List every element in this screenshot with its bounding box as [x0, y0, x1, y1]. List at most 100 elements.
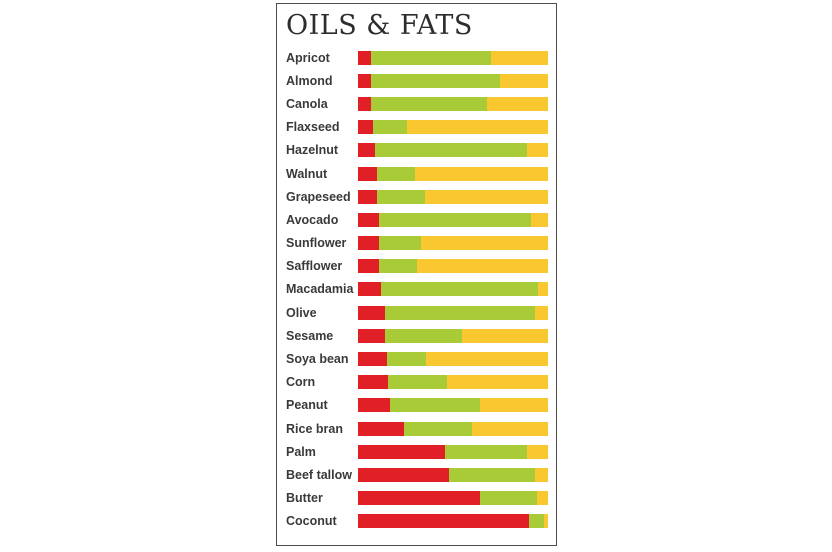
red-segment	[358, 282, 381, 297]
bar-label: Walnut	[286, 166, 328, 181]
stacked-bar	[358, 421, 548, 436]
stacked-bar	[358, 282, 548, 297]
stacked-bar	[358, 189, 548, 204]
green-segment	[378, 236, 421, 251]
yellow-segment	[416, 259, 548, 274]
yellow-segment	[447, 375, 548, 390]
green-segment	[386, 352, 427, 367]
yellow-segment	[426, 352, 548, 367]
chart-row: Canola	[277, 92, 556, 115]
red-segment	[358, 444, 446, 459]
stacked-bar	[358, 96, 548, 111]
bar-label: Coconut	[286, 514, 337, 529]
green-segment	[384, 328, 463, 343]
green-segment	[445, 444, 528, 459]
chart-row: Palm	[277, 440, 556, 463]
stacked-bar	[358, 467, 548, 482]
red-segment	[358, 96, 372, 111]
red-segment	[358, 398, 391, 413]
stacked-bar	[358, 120, 548, 135]
bar-rows-container: Apricot Almond Canola Flaxseed Hazelnut Walnu…	[277, 46, 556, 533]
chart-row: Safflower	[277, 255, 556, 278]
yellow-segment	[500, 73, 548, 88]
chart-row: Soya bean	[277, 347, 556, 370]
chart-row: Sesame	[277, 324, 556, 347]
yellow-segment	[487, 96, 548, 111]
green-segment	[529, 514, 545, 529]
green-segment	[377, 166, 415, 181]
yellow-segment	[415, 166, 548, 181]
chart-panel: OILS & FATS Apricot Almond Canola Flaxseed H…	[276, 3, 557, 546]
yellow-segment	[534, 305, 548, 320]
green-segment	[377, 189, 425, 204]
stacked-bar	[358, 398, 548, 413]
yellow-segment	[527, 444, 548, 459]
stacked-bar	[358, 305, 548, 320]
bar-label: Macadamia	[286, 282, 354, 297]
bar-label: Almond	[286, 73, 333, 88]
chart-row: Grapeseed	[277, 185, 556, 208]
stacked-bar	[358, 236, 548, 251]
yellow-segment	[534, 467, 548, 482]
stacked-bar	[358, 212, 548, 227]
yellow-segment	[538, 282, 548, 297]
yellow-segment	[527, 143, 548, 158]
yellow-segment	[471, 421, 548, 436]
green-segment	[378, 212, 531, 227]
red-segment	[358, 236, 379, 251]
red-segment	[358, 305, 385, 320]
bar-label: Palm	[286, 444, 316, 459]
bar-label: Apricot	[286, 50, 330, 65]
chart-row: Avocado	[277, 208, 556, 231]
bar-label: Grapeseed	[286, 189, 351, 204]
bar-label: Butter	[286, 491, 323, 506]
green-segment	[375, 143, 528, 158]
stacked-bar	[358, 375, 548, 390]
yellow-segment	[490, 50, 548, 65]
stacked-bar	[358, 444, 548, 459]
chart-row: Corn	[277, 371, 556, 394]
red-segment	[358, 120, 374, 135]
green-segment	[371, 96, 488, 111]
green-segment	[378, 259, 417, 274]
bar-label: Canola	[286, 96, 328, 111]
bar-label: Hazelnut	[286, 143, 339, 158]
chart-row: Rice bran	[277, 417, 556, 440]
bar-label: Safflower	[286, 259, 343, 274]
red-segment	[358, 50, 372, 65]
red-segment	[358, 143, 376, 158]
bar-label: Beef tallow	[286, 467, 352, 482]
green-segment	[403, 421, 472, 436]
chart-row: Hazelnut	[277, 139, 556, 162]
stacked-bar	[358, 143, 548, 158]
red-segment	[358, 73, 372, 88]
chart-row: Macadamia	[277, 278, 556, 301]
chart-row: Walnut	[277, 162, 556, 185]
green-segment	[390, 398, 480, 413]
green-segment	[449, 467, 535, 482]
chart-row: Almond	[277, 69, 556, 92]
bar-label: Rice bran	[286, 421, 343, 436]
chart-row: Sunflower	[277, 232, 556, 255]
bar-label: Flaxseed	[286, 120, 340, 135]
green-segment	[380, 282, 539, 297]
yellow-segment	[536, 491, 548, 506]
bar-label: Olive	[286, 305, 317, 320]
red-segment	[358, 467, 450, 482]
yellow-segment	[420, 236, 548, 251]
yellow-segment	[544, 514, 548, 529]
yellow-segment	[462, 328, 548, 343]
chart-title: OILS & FATS	[286, 10, 473, 41]
yellow-segment	[530, 212, 548, 227]
red-segment	[358, 375, 389, 390]
chart-row: Beef tallow	[277, 463, 556, 486]
stacked-bar	[358, 73, 548, 88]
bar-label: Sunflower	[286, 236, 347, 251]
green-segment	[384, 305, 535, 320]
red-segment	[358, 491, 480, 506]
stacked-bar	[358, 50, 548, 65]
stacked-bar	[358, 259, 548, 274]
red-segment	[358, 514, 529, 529]
green-segment	[388, 375, 448, 390]
